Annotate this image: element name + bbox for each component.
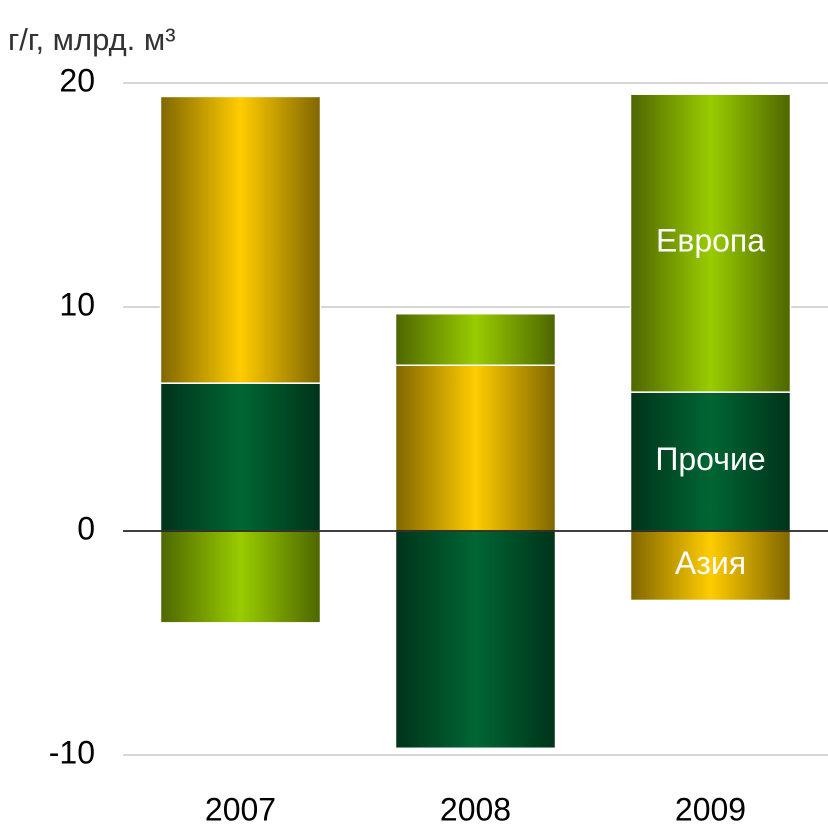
bar-segment: [629, 93, 792, 393]
y-axis-label: г/г, млрд. м³: [8, 22, 176, 57]
bar-segment: [159, 530, 322, 624]
y-tick-label: 10: [59, 286, 95, 322]
x-tick-label: 2008: [440, 791, 511, 827]
bar-segment: [629, 391, 792, 532]
bar-segment: [394, 312, 557, 366]
x-tick-label: 2007: [205, 791, 276, 827]
y-tick-label: -10: [49, 734, 95, 770]
series-label: Азия: [675, 545, 746, 581]
y-tick-label: 0: [77, 510, 95, 546]
series-label: Европа: [656, 223, 765, 259]
y-tick-label: 20: [59, 62, 95, 98]
bar-segment: [159, 95, 322, 384]
bar-segment: [394, 364, 557, 532]
bar-segment: [394, 530, 557, 750]
x-tick-label: 2009: [675, 791, 746, 827]
bar-segment: [159, 382, 322, 532]
series-label: Прочие: [655, 441, 765, 477]
